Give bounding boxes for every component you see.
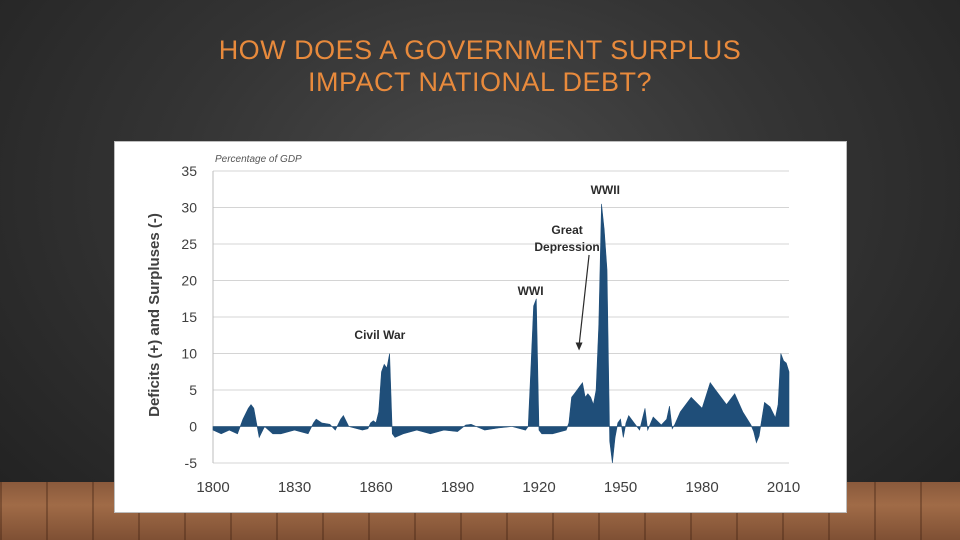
- y-axis-ticks: -5 0 5 10 15 20 25 30 35: [181, 163, 197, 471]
- x-tick-label: 1830: [278, 479, 311, 496]
- y-tick-label: 0: [189, 419, 197, 435]
- x-tick-label: 1950: [604, 479, 637, 496]
- x-tick-label: 1800: [196, 479, 229, 496]
- y-tick-label: 15: [181, 309, 197, 325]
- y-tick-label: 30: [181, 200, 197, 216]
- y-tick-label: 35: [181, 163, 197, 179]
- y-tick-label: 5: [189, 382, 197, 398]
- slide-title-line-1: HOW DOES A GOVERNMENT SURPLUS: [218, 35, 742, 65]
- annotation-civil-war: Civil War: [354, 328, 405, 342]
- annotation-arrow-shaft: [578, 254, 590, 346]
- slide-title: HOW DOES A GOVERNMENT SURPLUS IMPACT NAT…: [0, 34, 960, 98]
- y-tick-label: 20: [181, 273, 197, 289]
- x-tick-label: 1920: [522, 479, 555, 496]
- x-tick-label: 2010: [767, 479, 800, 496]
- annotation-arrow-head: [575, 342, 583, 351]
- series-layer: [212, 203, 790, 464]
- x-tick-label: 1860: [359, 479, 392, 496]
- series-area-0: [212, 203, 790, 464]
- annotation-wwii: WWII: [591, 183, 620, 197]
- y-tick-label: -5: [185, 455, 198, 471]
- chart-frame: Percentage of GDP Deficits (+) and Surpl…: [114, 141, 847, 513]
- x-tick-label: 1890: [441, 479, 474, 496]
- deficit-surplus-chart: Percentage of GDP Deficits (+) and Surpl…: [146, 154, 800, 496]
- x-tick-label: 1980: [685, 479, 718, 496]
- slide-title-line-2: IMPACT NATIONAL DEBT?: [307, 67, 653, 97]
- annotation-great-depression-line-1: Great: [551, 223, 582, 237]
- annotation-wwi: WWI: [518, 284, 544, 298]
- y-tick-label: 25: [181, 236, 197, 252]
- chart-title: Percentage of GDP: [215, 154, 302, 165]
- annotations: Civil War WWI Great Depression WWII: [354, 183, 620, 351]
- chart-y-axis-label: Deficits (+) and Surpluses (-): [146, 213, 163, 417]
- x-axis-ticks: 1800 1830 1860 1890 1920 1950 1980 2010: [196, 479, 800, 496]
- annotation-great-depression-line-2: Depression: [534, 240, 599, 254]
- y-tick-label: 10: [181, 346, 197, 362]
